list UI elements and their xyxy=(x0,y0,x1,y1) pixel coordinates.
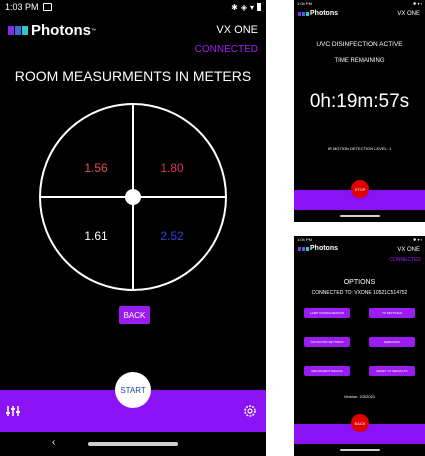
trademark: ™ xyxy=(91,27,96,34)
options-screen: 1:04 PM ✱ ▾ ▪ Photons VX ONE CONNECTED O… xyxy=(294,236,425,456)
stop-label: STOP xyxy=(354,186,366,192)
home-pill-options[interactable] xyxy=(340,449,380,451)
status-time: 1:03 PM xyxy=(5,2,39,12)
photons-logo-options: Photons xyxy=(298,245,338,252)
status-bar-small: 1:04 PM ✱ ▾ ▪ xyxy=(294,0,425,6)
status-icons-small: ✱ ▾ ▪ xyxy=(413,0,422,6)
nav-back-icon[interactable]: ‹ xyxy=(52,437,56,448)
measurement-bottom-left: 1.61 xyxy=(84,229,108,243)
photons-mark-icon xyxy=(8,26,28,35)
connected-to-label: CONNECTED TO: VXONE 10521C514752 xyxy=(311,290,408,296)
start-label: START xyxy=(120,385,146,395)
connection-status: CONNECTED xyxy=(194,44,258,55)
system-nav-bar-small xyxy=(294,210,425,222)
reset-to-defaults-button[interactable]: RESET TO DEFAULTS xyxy=(369,366,415,376)
measurement-bottom-right: 2.52 xyxy=(160,229,184,243)
status-bar-options: 1:04 PM ✱ ▾ ▪ xyxy=(294,236,425,242)
stop-button[interactable]: STOP xyxy=(351,180,369,198)
home-pill-small[interactable] xyxy=(340,215,380,217)
device-center-marker xyxy=(125,189,141,205)
options-back-label: BACK xyxy=(354,420,366,426)
system-nav-bar-options xyxy=(294,444,425,456)
version-label: Version: 2/3/2021 xyxy=(343,394,376,399)
bottom-toolbar-small xyxy=(294,190,425,210)
gear-icon[interactable] xyxy=(243,404,257,418)
brand-name-small: Photons xyxy=(310,10,338,17)
page-title: ROOM MEASURMENTS IN METERS xyxy=(14,68,252,84)
back-button[interactable]: BACK xyxy=(119,306,150,324)
vibrate-icon: ◈ xyxy=(240,2,247,12)
motion-detection-level: IR MOTION DETECTION LEVEL: 1 xyxy=(327,146,392,151)
room-diagram: 1.56 1.80 1.61 2.52 xyxy=(39,103,227,291)
device-name: VX ONE xyxy=(216,24,258,36)
bottom-toolbar-options xyxy=(294,424,425,444)
device-name-options: VX ONE xyxy=(397,247,420,253)
bluetooth-icon: ✱ xyxy=(231,2,238,12)
brand-name: Photons xyxy=(31,22,91,39)
status-bar: 1:03 PM ✱ ◈ ▾ xyxy=(0,0,266,14)
start-button[interactable]: START xyxy=(115,372,151,408)
equalizer-icon[interactable] xyxy=(6,404,20,416)
status-time-small: 1:04 PM xyxy=(297,0,312,6)
measurement-top-left: 1.56 xyxy=(84,161,108,175)
battery-icon xyxy=(257,3,261,11)
gallery-icon xyxy=(42,3,52,11)
ivr-motor-settings-button[interactable]: IVR MOTOR SETTINGS xyxy=(304,337,350,347)
photons-mark-icon-options xyxy=(298,246,309,251)
main-screen: 1:03 PM ✱ ◈ ▾ Photons ™ VX ONE CONNECTED… xyxy=(0,0,266,456)
tx-settings-button[interactable]: TX SETTINGS xyxy=(369,308,415,318)
device-name-small: VX ONE xyxy=(397,11,420,17)
lamp-configuration-button[interactable]: LAMP CONFIGURATION xyxy=(304,308,350,318)
wifi-icon: ▾ xyxy=(249,2,254,12)
disinfection-screen: 1:04 PM ✱ ▾ ▪ Photons VX ONE UVC DISINFE… xyxy=(294,0,425,222)
reconnect-device-button[interactable]: RECONNECT DEVICE xyxy=(304,366,350,376)
status-time-options: 1:04 PM xyxy=(297,236,312,242)
countdown-timer: 0h:19m:57s xyxy=(309,91,410,112)
status-icons: ✱ ◈ ▾ xyxy=(231,3,261,12)
debuging-button[interactable]: DEBUGING xyxy=(369,337,415,347)
time-remaining-label: TIME REMAINING xyxy=(334,58,385,64)
disinfection-title: UVC DISINFECTION ACTIVE xyxy=(316,41,403,48)
system-nav-bar: ‹ xyxy=(0,432,266,456)
measurement-top-right: 1.80 xyxy=(160,161,184,175)
home-pill[interactable] xyxy=(88,442,178,446)
connection-status-options: CONNECTED xyxy=(389,257,421,263)
status-icons-options: ✱ ▾ ▪ xyxy=(413,236,422,242)
brand-name-options: Photons xyxy=(310,245,338,252)
photons-mark-icon-small xyxy=(298,11,309,16)
options-back-button[interactable]: BACK xyxy=(351,414,369,432)
photons-logo-small: Photons xyxy=(298,10,338,17)
options-title: OPTIONS xyxy=(343,279,376,286)
photons-logo: Photons ™ xyxy=(8,22,96,39)
